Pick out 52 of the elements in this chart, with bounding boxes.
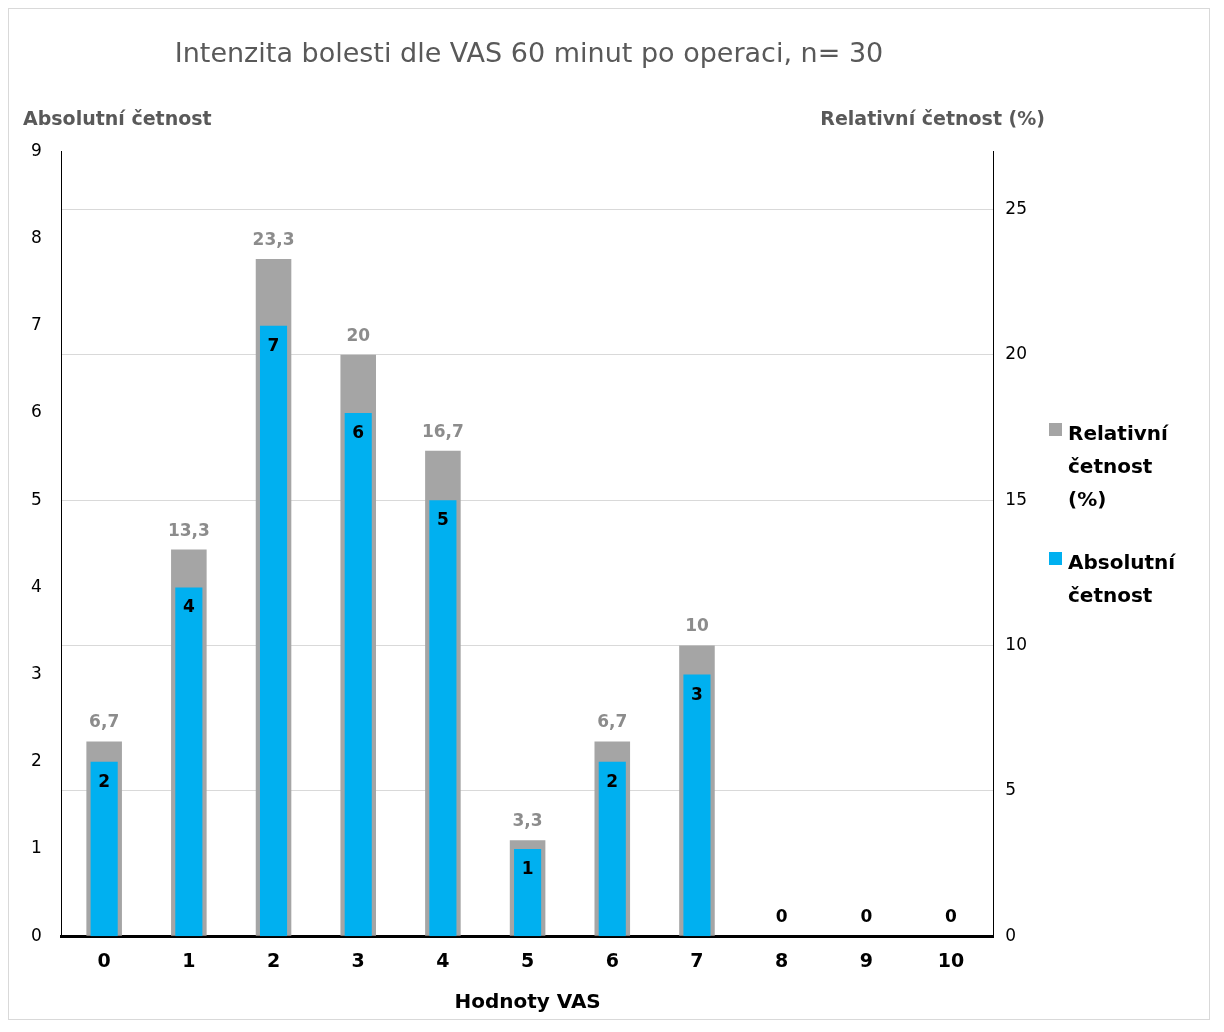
x-tick-label: 9 — [859, 948, 873, 971]
y2-tick-label: 10 — [1005, 633, 1028, 654]
data-label: 3,3 — [512, 810, 543, 831]
y-tick-label: 4 — [30, 575, 42, 596]
x-tick-label: 6 — [605, 948, 619, 971]
x-tick-label: 2 — [266, 948, 281, 971]
data-label: 23,3 — [252, 228, 295, 249]
data-label: 16,7 — [421, 420, 464, 441]
y-tick-label: 2 — [30, 750, 42, 771]
data-label: 0 — [775, 906, 788, 927]
x-tick-label: 0 — [97, 948, 111, 971]
x-tick-label: 4 — [436, 948, 450, 971]
data-label: 10 — [685, 615, 709, 636]
data-label: 0 — [945, 906, 958, 927]
data-label: 1 — [521, 857, 534, 878]
y-tick-label: 8 — [30, 227, 42, 248]
x-tick-label: 5 — [520, 948, 535, 971]
y-tick-label: 6 — [30, 401, 42, 422]
y2-tick-label: 20 — [1005, 343, 1028, 364]
y2-tick-label: 5 — [1005, 779, 1017, 800]
chart-title: Intenzita bolesti dle VAS 60 minut po operaci, n= 30 — [174, 37, 884, 69]
x-tick-label: 8 — [775, 948, 789, 971]
x-tick-label: 10 — [937, 948, 965, 971]
y-tick-label: 0 — [30, 924, 42, 945]
y-tick-label: 7 — [30, 314, 42, 335]
y-tick-label: 1 — [30, 837, 42, 858]
data-label: 6,7 — [597, 711, 628, 732]
data-label: 7 — [267, 334, 280, 355]
y2-axis-title: Relativní četnost (%) — [820, 106, 1045, 129]
y-tick-label: 5 — [30, 488, 42, 509]
x-tick-label: 3 — [351, 948, 365, 971]
data-label: 3 — [691, 683, 703, 704]
x-axis-title: Hodnoty VAS — [454, 989, 601, 1014]
y2-tick-label: 0 — [1005, 924, 1017, 945]
data-label: 6 — [352, 421, 365, 442]
data-label: 13,3 — [167, 519, 210, 540]
y-tick-label: 3 — [30, 663, 42, 684]
legend-label: Relativní četnost (%) — [1068, 419, 1170, 513]
data-label: 5 — [436, 509, 449, 530]
data-label: 20 — [346, 324, 371, 345]
x-tick-label: 7 — [690, 948, 704, 971]
data-label: 4 — [182, 596, 195, 617]
data-label: 0 — [860, 906, 873, 927]
data-label: 6,7 — [89, 711, 120, 732]
legend-label: Absolutní četnost — [1068, 548, 1177, 609]
x-tick-label: 1 — [182, 948, 196, 971]
data-label: 2 — [98, 770, 111, 791]
y2-tick-label: 25 — [1005, 197, 1028, 218]
y2-tick-label: 15 — [1005, 488, 1028, 509]
y-tick-label: 9 — [30, 139, 42, 160]
data-label: 2 — [606, 770, 619, 791]
y-axis-title: Absolutní četnost — [23, 106, 212, 129]
